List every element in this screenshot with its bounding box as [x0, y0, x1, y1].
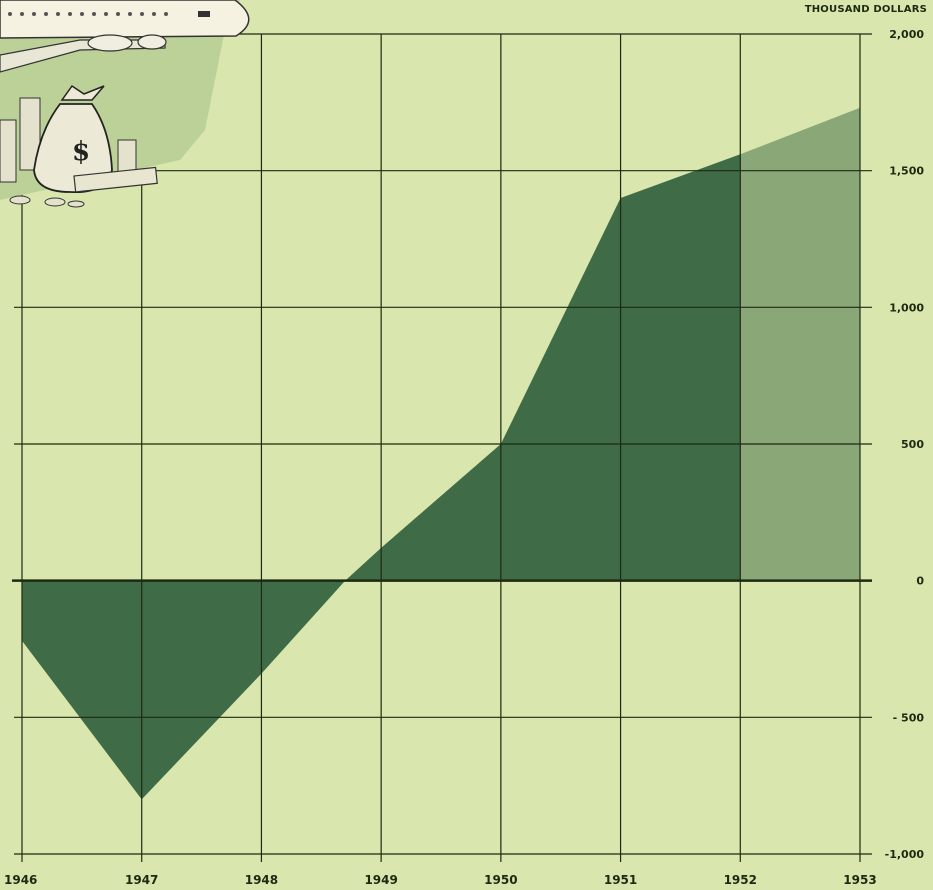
banknote-stack-icon	[73, 166, 158, 193]
coin-icon	[67, 200, 85, 208]
y-tick-label: 0	[916, 575, 924, 588]
airplane-fuselage	[0, 0, 250, 39]
y-tick-label: 1,500	[889, 165, 924, 178]
unit-label: THOUSAND DOLLARS	[804, 4, 927, 15]
area-series-0	[22, 154, 741, 800]
x-tick-label: 1949	[364, 873, 397, 887]
x-tick-label: 1953	[843, 873, 876, 887]
y-tick-label: 500	[901, 438, 924, 451]
area-layer	[22, 107, 860, 800]
coin-icon	[44, 197, 66, 207]
coin-stack-icon	[0, 97, 137, 183]
airplane-money-illustration: $	[0, 0, 250, 208]
x-tick-label: 1950	[484, 873, 517, 887]
airplane-engine-icon	[87, 34, 133, 52]
airplane-window-row	[8, 11, 210, 17]
x-tick-label: 1947	[125, 873, 158, 887]
y-tick-label: -1,000	[885, 848, 925, 861]
y-tick-label: 2,000	[889, 28, 924, 41]
tick-label-layer: 2,000 1,500 1,000 500 0 - 500 -1,000 1946 1947 19…	[4, 28, 924, 887]
x-tick-label: 1948	[245, 873, 278, 887]
money-bag-icon	[33, 103, 113, 193]
x-tick-label: 1952	[724, 873, 757, 887]
area-series-1	[740, 107, 860, 581]
x-tick-label: 1946	[4, 873, 37, 887]
dollar-sign-icon: $	[72, 137, 90, 167]
y-tick-label: 1,000	[889, 301, 924, 314]
money-bag-tie	[60, 84, 105, 101]
grid-layer	[12, 33, 872, 862]
y-tick-label: - 500	[893, 711, 925, 724]
x-tick-label: 1951	[604, 873, 637, 887]
coin-icon	[9, 195, 31, 205]
airplane-engine-icon	[137, 34, 167, 50]
